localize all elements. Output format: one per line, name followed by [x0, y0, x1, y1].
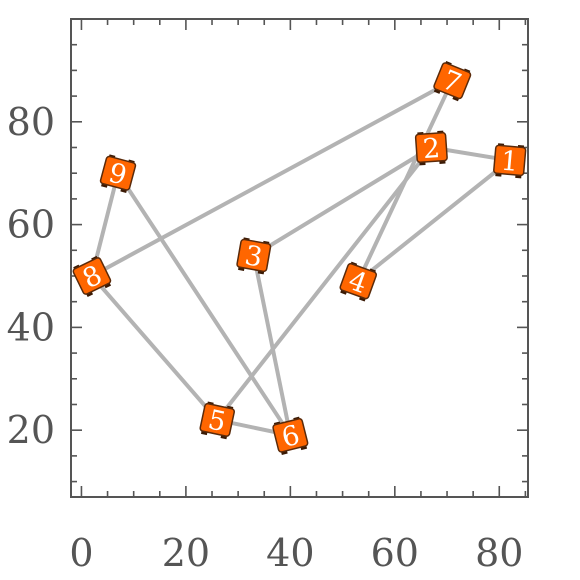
node-marker — [72, 257, 112, 295]
node-label: 2 — [422, 133, 441, 165]
node-label: 1 — [500, 146, 520, 178]
node-marker — [199, 402, 236, 437]
edge-9-6 — [116, 171, 293, 438]
y-tick-label: 80 — [7, 100, 55, 144]
node-2: 2 — [414, 130, 448, 166]
edge-8-5 — [89, 273, 220, 422]
x-tick-label: 0 — [69, 531, 93, 575]
y-tick-label: 60 — [7, 203, 55, 247]
node-3: 3 — [236, 237, 272, 275]
node-1: 1 — [493, 143, 527, 179]
edge-1-4 — [356, 158, 512, 284]
edge-2-3 — [251, 145, 434, 258]
plot-area — [70, 18, 529, 498]
edge-2-5 — [215, 145, 434, 422]
x-tick-label: 60 — [371, 531, 419, 575]
edges — [89, 78, 512, 438]
node-marker — [99, 155, 137, 191]
node-marker — [493, 144, 527, 177]
x-tick-label: 40 — [266, 531, 314, 575]
nodes: 1 2 3 4 5 6 7 8 9 — [72, 60, 527, 455]
axis-ticks — [71, 18, 528, 497]
node-5: 5 — [199, 401, 236, 440]
node-marker — [236, 238, 272, 273]
node-marker — [433, 62, 472, 100]
node-label: 5 — [205, 404, 228, 438]
node-marker — [414, 131, 448, 164]
node-label: 3 — [242, 240, 264, 274]
edge-7-8 — [89, 78, 455, 278]
y-tick-label: 20 — [7, 408, 55, 452]
y-tick-label: 40 — [7, 305, 55, 349]
axis-tick-labels: 0 20 40 60 80 20 40 60 80 — [7, 100, 524, 575]
node-marker — [339, 262, 378, 300]
node-9: 9 — [99, 154, 137, 193]
node-8: 8 — [72, 255, 112, 297]
x-tick-label: 80 — [475, 531, 523, 575]
node-marker — [272, 417, 309, 453]
x-tick-label: 20 — [162, 531, 210, 575]
edge-7-4 — [356, 78, 455, 284]
node-4: 4 — [339, 261, 378, 302]
node-7: 7 — [433, 60, 472, 102]
node-6: 6 — [272, 416, 309, 455]
edge-3-6 — [251, 253, 293, 438]
